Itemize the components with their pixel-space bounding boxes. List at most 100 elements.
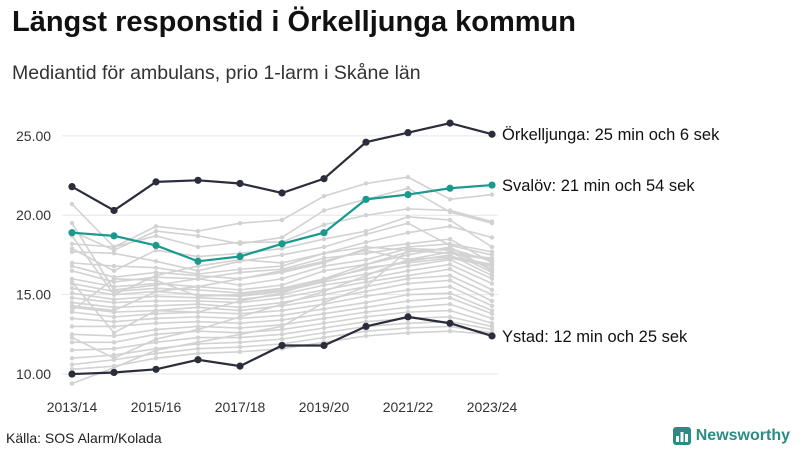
series-point-örkelljunga	[68, 183, 76, 191]
background-point	[69, 335, 75, 340]
background-point	[321, 278, 327, 283]
background-point	[279, 287, 285, 293]
background-point	[111, 330, 117, 335]
series-point-ystad	[236, 362, 244, 370]
series-point-ystad	[152, 365, 160, 373]
background-point	[195, 351, 201, 356]
background-point	[237, 325, 243, 331]
background-point	[279, 336, 285, 342]
background-point	[489, 235, 495, 240]
background-point	[111, 297, 117, 302]
series-point-ystad	[362, 322, 370, 331]
series-point-örkelljunga	[404, 129, 412, 137]
background-point	[279, 267, 285, 272]
background-point	[279, 313, 285, 318]
background-point	[111, 305, 117, 310]
background-point	[69, 348, 75, 353]
series-point-örkelljunga	[152, 178, 160, 186]
background-point	[153, 351, 159, 356]
background-point	[363, 265, 369, 270]
background-point	[489, 259, 495, 264]
brand-logo[interactable]: Newsworthy	[672, 427, 790, 445]
background-point	[489, 273, 495, 278]
series-point-örkelljunga	[446, 119, 454, 127]
background-point	[111, 263, 117, 269]
background-point	[279, 295, 285, 301]
background-point	[69, 260, 75, 266]
background-point	[363, 284, 369, 289]
background-point	[111, 287, 117, 293]
background-point	[111, 365, 117, 370]
background-point	[195, 263, 201, 269]
series-point-örkelljunga	[110, 206, 118, 215]
background-point	[363, 240, 369, 245]
series-point-ystad	[110, 368, 118, 377]
background-point	[489, 324, 495, 329]
background-point	[447, 217, 453, 223]
background-point	[321, 236, 327, 242]
x-tick-label: 2013/14	[47, 399, 98, 415]
background-point	[279, 327, 285, 332]
background-point	[69, 295, 75, 301]
background-point	[69, 263, 75, 269]
background-point	[405, 292, 411, 297]
background-point	[237, 344, 243, 350]
background-point	[321, 244, 327, 250]
background-point	[447, 267, 453, 272]
background-point	[279, 276, 285, 281]
background-point	[195, 268, 201, 274]
background-point	[237, 332, 243, 337]
brand-name: Newsworthy	[695, 427, 790, 444]
background-point	[321, 193, 327, 199]
background-point	[111, 308, 117, 313]
background-point	[69, 367, 75, 372]
background-point	[153, 316, 159, 321]
background-point	[279, 263, 285, 269]
background-point	[363, 305, 369, 310]
background-point	[153, 278, 159, 283]
background-point	[69, 332, 75, 337]
x-tick-label: 2023/24	[467, 399, 518, 415]
background-point	[237, 349, 243, 355]
background-point	[237, 314, 243, 320]
background-point	[69, 246, 75, 251]
background-point	[237, 305, 243, 310]
highlighted-series-group: Örkelljunga: 25 min och 6 sek Svalöv: 21 …	[68, 119, 720, 378]
background-point	[153, 355, 159, 361]
background-point	[69, 362, 75, 367]
background-point	[363, 232, 369, 237]
background-point	[447, 208, 453, 213]
background-point	[279, 317, 285, 323]
background-point	[363, 333, 369, 339]
background-point	[195, 314, 201, 320]
background-point	[69, 308, 75, 313]
background-point	[321, 255, 327, 261]
background-point	[489, 292, 495, 297]
background-point	[69, 324, 75, 329]
background-point	[321, 330, 327, 335]
line-chart: Örkelljunga: 25 min och 6 sek Svalöv: 21 …	[16, 119, 720, 415]
x-tick-label: 2021/22	[383, 399, 434, 415]
background-point	[321, 260, 327, 266]
background-point	[237, 311, 243, 316]
background-point	[153, 270, 159, 275]
background-point	[195, 287, 201, 293]
background-point	[447, 236, 453, 242]
background-point	[69, 279, 75, 285]
background-point	[405, 263, 411, 269]
background-point	[363, 273, 369, 278]
background-point	[69, 300, 75, 305]
background-point	[489, 252, 495, 258]
background-point	[153, 332, 159, 337]
background-point	[111, 247, 117, 253]
background-point	[489, 192, 495, 197]
background-point	[195, 298, 201, 304]
series-point-svalöv	[110, 232, 118, 240]
background-point	[237, 267, 243, 272]
background-point	[279, 246, 285, 251]
background-point	[237, 308, 243, 313]
background-point	[195, 233, 201, 239]
background-point	[489, 270, 495, 275]
tick-labels: 10.00 15.00 20.00 25.00 2013/14 2015/16 2017/1…	[16, 128, 518, 415]
background-point	[153, 282, 159, 288]
